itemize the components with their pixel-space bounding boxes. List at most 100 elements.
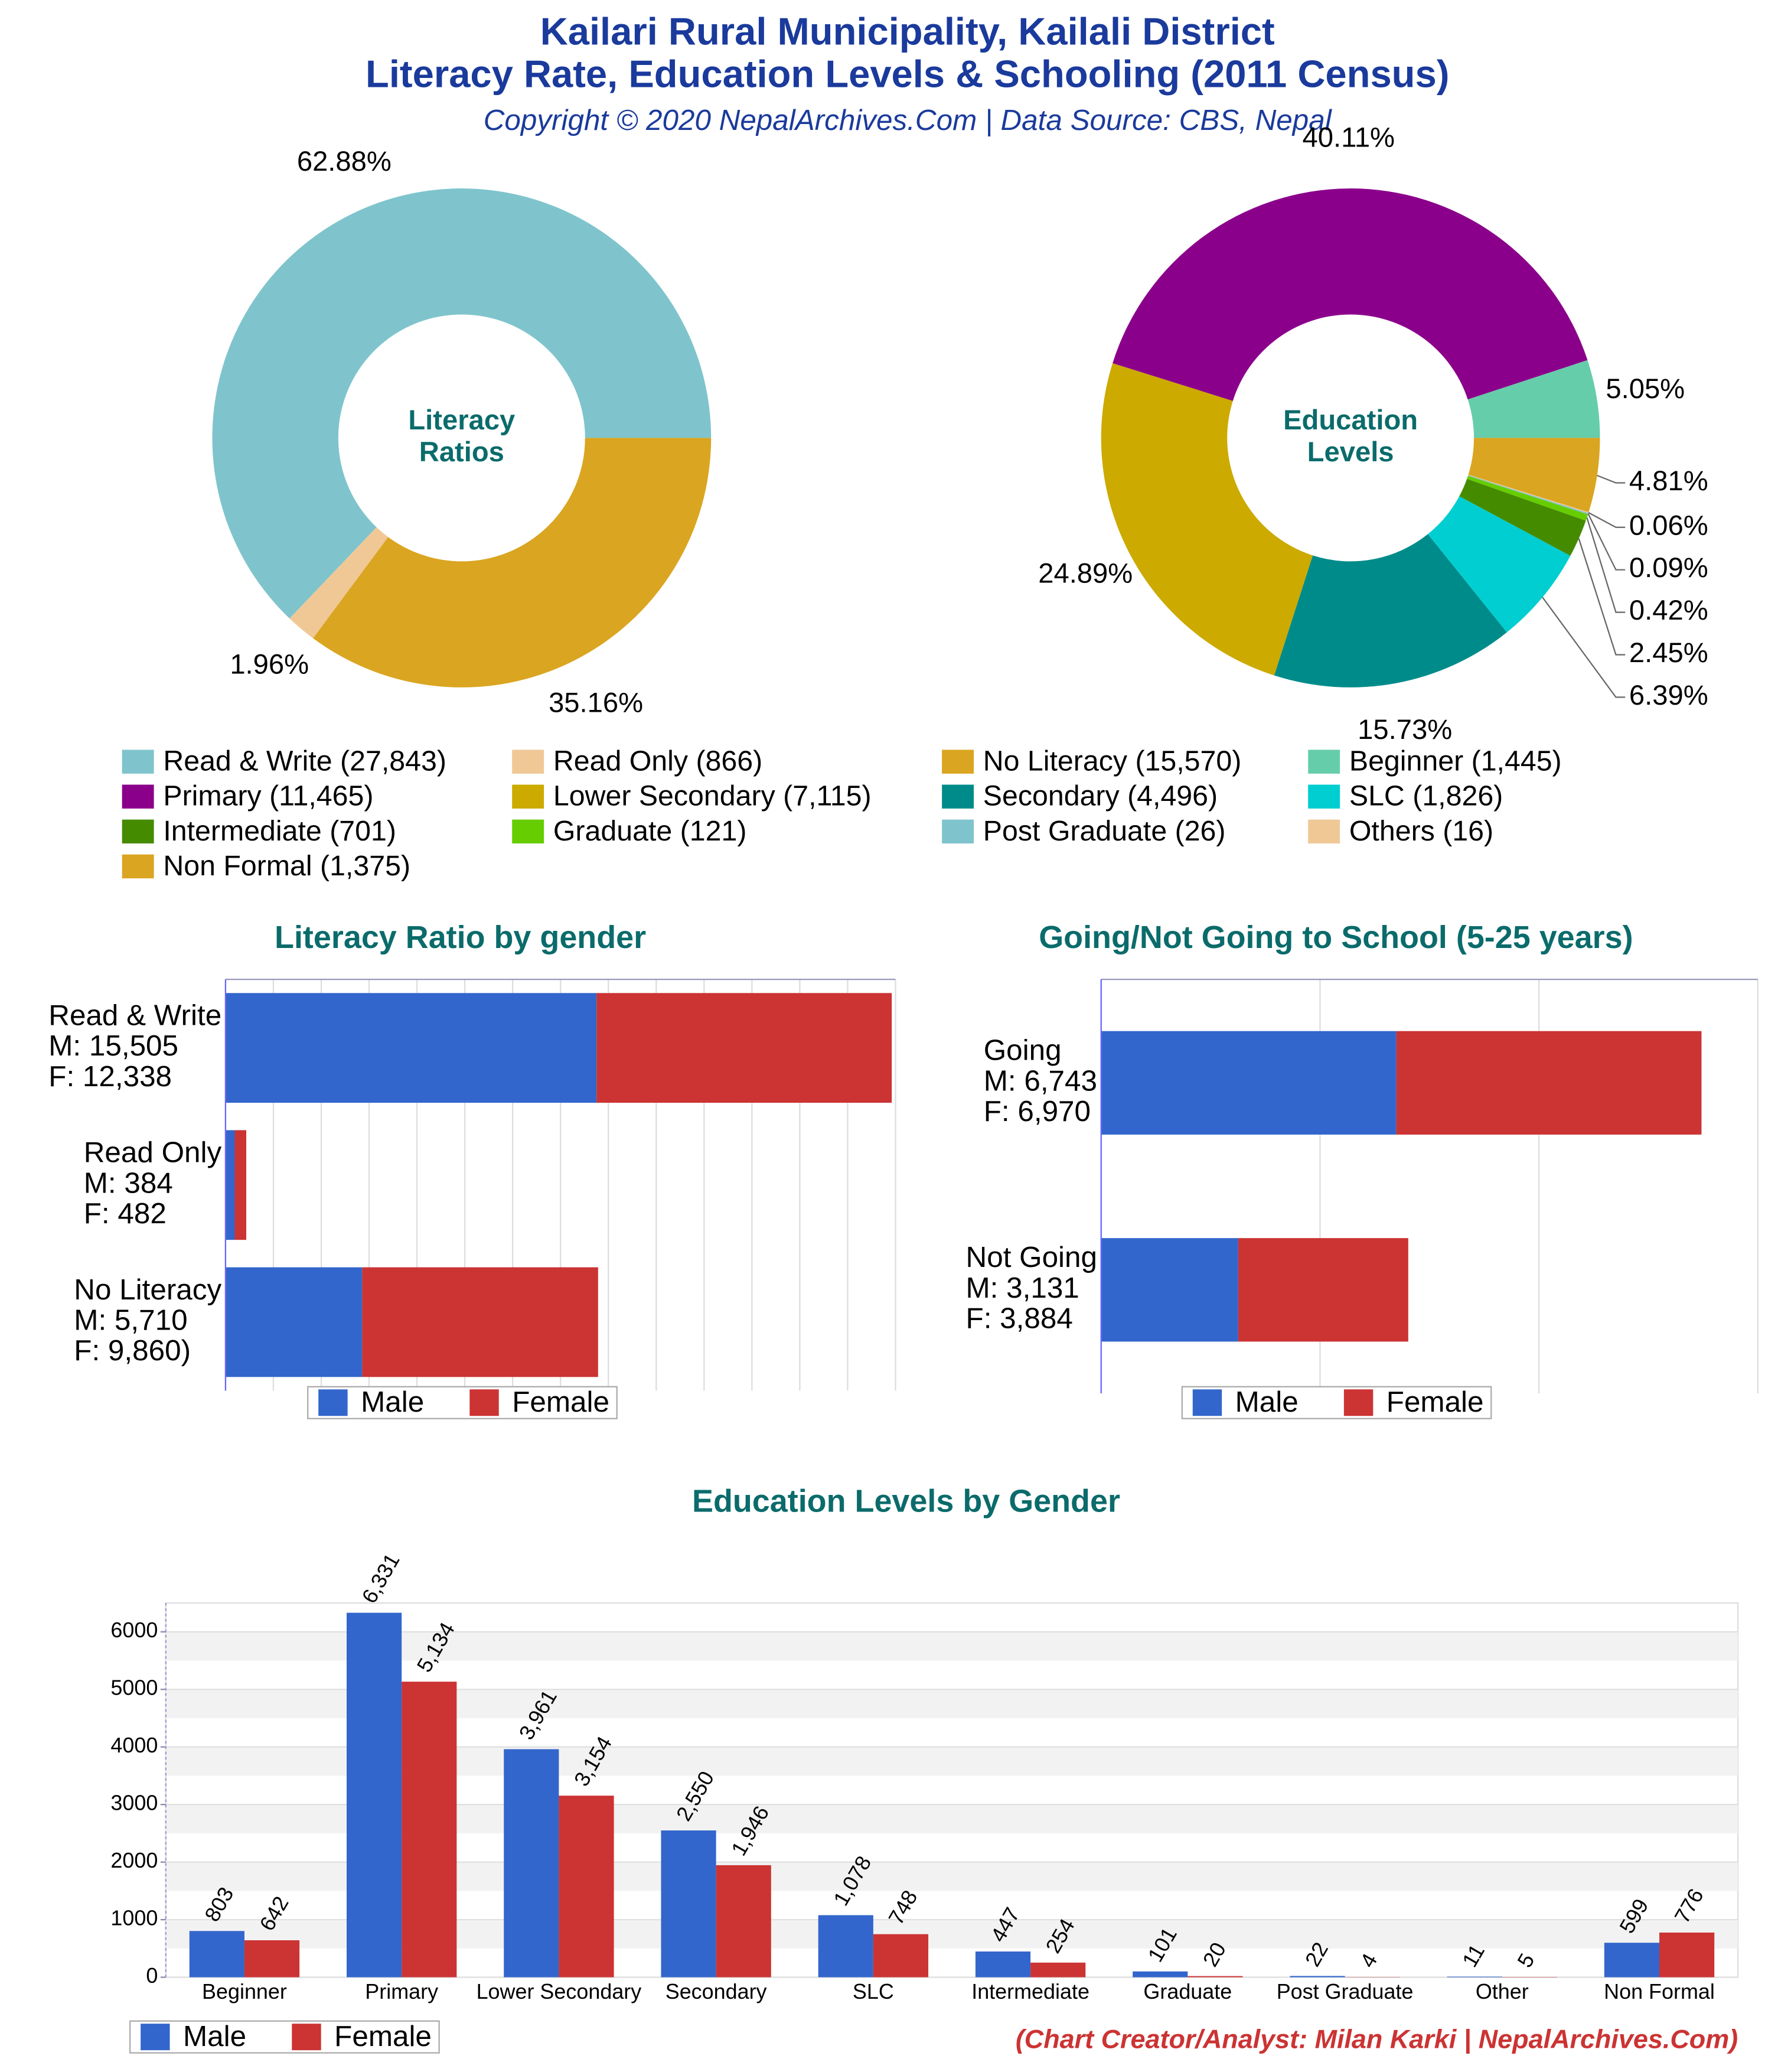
bar <box>559 1796 614 1977</box>
category-label: F: 9,860) <box>74 1334 191 1367</box>
category-label: M: 384 <box>84 1167 173 1199</box>
credit: (Chart Creator/Analyst: Milan Karki | Ne… <box>1016 2024 1738 2054</box>
bar <box>244 1940 300 1977</box>
legend-swatch <box>122 784 154 809</box>
legend-label: Non Formal (1,375) <box>163 850 410 882</box>
pie-value-label: 40.11% <box>1303 121 1395 152</box>
leader-line <box>1578 538 1626 656</box>
category-label: F: 6,970 <box>984 1095 1091 1128</box>
x-tick-label: Intermediate <box>971 1979 1089 2003</box>
pie-value-label: 0.06% <box>1629 509 1708 540</box>
legend-swatch <box>469 1389 499 1416</box>
pie-value-label: 6.39% <box>1629 679 1708 711</box>
bar <box>873 1934 929 1977</box>
y-tick-label: 3000 <box>110 1791 158 1815</box>
pie-slice <box>1274 534 1507 688</box>
pie-value-label: 24.89% <box>1038 557 1133 588</box>
category-label: Not Going <box>966 1241 1097 1273</box>
legend-label: Female <box>334 2020 432 2053</box>
category-label: Read & Write <box>48 999 221 1032</box>
bar <box>818 1915 873 1977</box>
pie-value-label: 0.42% <box>1629 594 1708 625</box>
legend-label: Graduate (121) <box>553 815 747 847</box>
legend-label: Female <box>1387 1386 1484 1418</box>
pie-slice <box>289 527 389 638</box>
x-tick-label: Other <box>1476 1979 1529 2003</box>
legend-label: Beginner (1,445) <box>1349 745 1562 777</box>
x-tick-label: Secondary <box>665 1979 767 2003</box>
legend-box <box>129 2020 440 2054</box>
legend-label: Primary (11,465) <box>163 780 373 812</box>
pie-slice <box>1468 474 1589 513</box>
bar <box>661 1830 716 1977</box>
center-label: Education <box>1283 404 1418 435</box>
pie-value-label: 35.16% <box>549 686 643 718</box>
bar <box>1290 1976 1345 1977</box>
legend-box <box>307 1386 618 1419</box>
bar-segment <box>1101 1238 1238 1342</box>
y-tick-label: 5000 <box>110 1676 158 1700</box>
category-label: M: 3,131 <box>966 1272 1079 1304</box>
x-tick-label: SLC <box>853 1979 894 2003</box>
legend-label: Intermediate (701) <box>163 815 396 847</box>
legend-swatch <box>942 819 974 844</box>
pie-slice <box>1467 475 1588 514</box>
pie-value-label: 1.96% <box>230 649 309 680</box>
bar <box>1030 1962 1086 1977</box>
legend-label: Female <box>512 1386 609 1418</box>
bar-segment <box>1238 1238 1408 1342</box>
legend-swatch <box>512 784 544 809</box>
pie-slice <box>1113 188 1588 401</box>
y-tick-label: 2000 <box>110 1848 158 1872</box>
subtitle: Copyright © 2020 NepalArchives.Com | Dat… <box>484 104 1333 137</box>
legend-label: Secondary (4,496) <box>983 780 1218 812</box>
legend-label: Male <box>1235 1386 1299 1418</box>
leader-line <box>1597 474 1626 484</box>
x-tick-label: Graduate <box>1143 1979 1232 2003</box>
legend-swatch <box>1308 819 1340 844</box>
pie-slice <box>1467 475 1588 521</box>
category-label: Read Only <box>84 1136 222 1169</box>
bar <box>975 1951 1031 1977</box>
leader-line <box>1542 597 1626 698</box>
leader-line <box>1588 512 1626 528</box>
legend-swatch <box>318 1389 348 1416</box>
legend-swatch <box>942 784 974 809</box>
pie-slice <box>313 438 712 688</box>
x-tick-label: Beginner <box>202 1979 287 2003</box>
title-line: Kailari Rural Municipality, Kailali Dist… <box>540 10 1275 53</box>
bar <box>189 1931 244 1977</box>
legend-label: Read & Write (27,843) <box>163 745 446 777</box>
x-tick-label: Non Formal <box>1604 1979 1715 2003</box>
legend-label: Others (16) <box>1349 815 1493 847</box>
bar <box>1188 1976 1243 1977</box>
pie-value-label: 2.45% <box>1629 637 1708 668</box>
legend-swatch <box>122 854 154 879</box>
bar <box>402 1682 457 1977</box>
pie-value-label: 5.05% <box>1606 373 1685 404</box>
category-label: F: 3,884 <box>966 1302 1073 1335</box>
legend-swatch <box>292 2024 321 2051</box>
bar <box>346 1612 402 1977</box>
y-tick-label: 6000 <box>110 1618 158 1642</box>
bar <box>1447 1976 1502 1977</box>
chart-title: Education Levels by Gender <box>692 1484 1120 1519</box>
legend-label: SLC (1,826) <box>1349 780 1503 812</box>
pie-slice <box>1467 360 1600 438</box>
legend-swatch <box>122 750 154 774</box>
pie-slice <box>1459 478 1586 556</box>
legend-swatch <box>122 819 154 844</box>
bar-segment <box>362 1267 598 1377</box>
legend-swatch <box>141 2024 170 2051</box>
bar <box>1659 1932 1715 1977</box>
center-label: Literacy <box>408 404 515 435</box>
pie-value-label: 0.09% <box>1629 552 1708 583</box>
leader-line <box>1586 517 1626 613</box>
pie-slice <box>1101 363 1313 676</box>
grid-band <box>165 1631 1738 1661</box>
bar-segment <box>1101 1031 1397 1135</box>
category-label: M: 5,710 <box>74 1304 187 1337</box>
legend-label: Male <box>183 2020 246 2053</box>
